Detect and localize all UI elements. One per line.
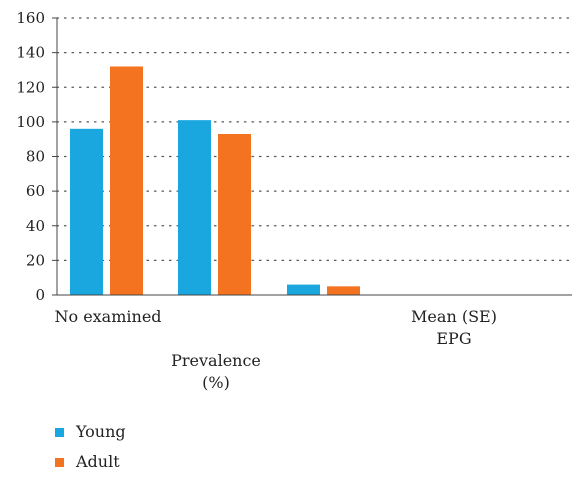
bar-young-2 [287, 284, 320, 295]
x-category-label: EPG [436, 329, 471, 348]
x-category-label: (%) [202, 373, 230, 392]
bar-adult-2 [327, 286, 360, 295]
y-tick-label: 160 [16, 9, 45, 27]
y-tick-label: 40 [26, 217, 45, 235]
x-category-label: No examined [54, 307, 161, 326]
y-tick-label: 0 [35, 286, 45, 304]
y-tick-labels: 0 20 40 60 80 100 120 140 160 [16, 9, 45, 304]
legend-swatch-adult [55, 458, 64, 467]
axes [52, 17, 572, 296]
bar-young-1 [178, 120, 211, 295]
category-labels: No examined Prevalence (%) Mean (SE) EPG [54, 307, 496, 392]
bar-adult-1 [218, 133, 251, 295]
bar-young-0 [70, 128, 103, 295]
bars [70, 66, 360, 295]
x-category-label: Prevalence [171, 351, 261, 370]
bar-adult-0 [110, 66, 143, 295]
grid-lines [56, 17, 573, 261]
y-tick-label: 60 [26, 182, 45, 200]
y-tick-label: 80 [26, 148, 45, 166]
legend-swatch-young [55, 428, 64, 437]
y-tick-label: 140 [16, 44, 45, 62]
x-category-label: Mean (SE) [411, 307, 497, 326]
legend-label-young: Young [75, 422, 126, 441]
y-tick-label: 100 [16, 113, 45, 131]
y-tick-label: 120 [16, 78, 45, 96]
legend: Young Adult [55, 422, 126, 471]
legend-label-adult: Adult [75, 452, 120, 471]
y-tick-label: 20 [26, 251, 45, 269]
